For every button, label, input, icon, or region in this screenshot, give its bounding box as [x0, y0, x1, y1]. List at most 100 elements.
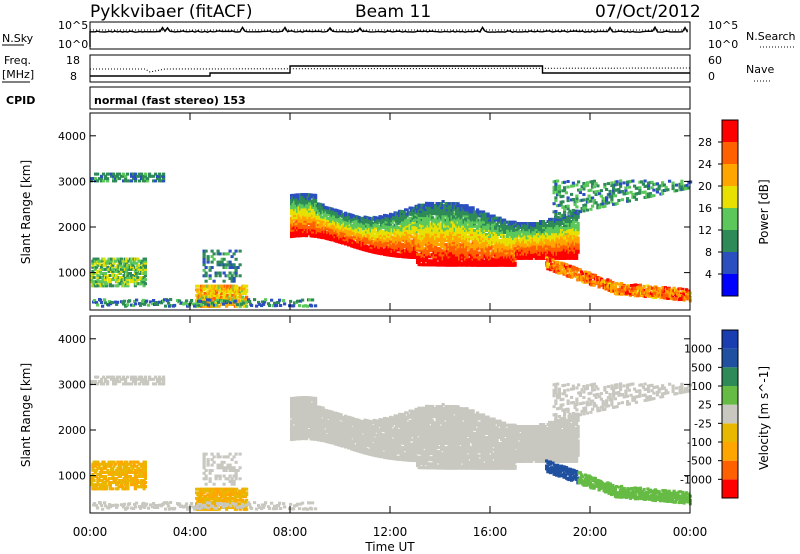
power-cell — [277, 301, 281, 304]
power-cell — [203, 292, 207, 295]
power-cell — [236, 295, 240, 299]
power-cell — [233, 293, 237, 297]
power-cell — [558, 254, 562, 258]
power-cell — [230, 263, 234, 267]
power-cell — [494, 218, 498, 222]
nave-line — [90, 67, 691, 73]
power-cell — [166, 299, 170, 303]
power-cell — [438, 222, 442, 226]
power-cell — [218, 260, 222, 264]
power-cell — [186, 304, 190, 308]
power-cell — [198, 286, 202, 290]
power-cell — [465, 255, 469, 259]
power-cell — [103, 274, 107, 277]
power-cell — [423, 212, 427, 215]
power-cell — [377, 231, 381, 235]
power-cell — [104, 177, 108, 181]
power-cell — [308, 203, 312, 207]
power-cell — [566, 269, 570, 273]
power-cell — [449, 218, 453, 222]
noise-panel: N.Sky 10^5 10^0 10^5 10^0 N.Search — [2, 19, 796, 51]
power-cell — [156, 174, 160, 178]
power-cell — [548, 257, 552, 261]
power-cell — [217, 286, 221, 290]
power-cell — [226, 252, 230, 256]
power-cell — [95, 265, 99, 269]
power-cell — [485, 247, 489, 251]
power-cell — [405, 241, 409, 245]
power-cell — [545, 232, 549, 236]
power-cell — [456, 202, 460, 206]
power-cell — [399, 230, 403, 234]
power-cell — [453, 249, 457, 253]
power-cell — [479, 210, 483, 214]
power-cell — [556, 262, 560, 266]
power-cell — [630, 284, 634, 287]
power-cell — [106, 261, 110, 265]
power-cell — [500, 241, 504, 245]
power-cell — [217, 300, 221, 304]
power-cell — [434, 245, 438, 249]
power-cell — [571, 269, 575, 273]
power-cell — [437, 210, 441, 214]
power-cell — [592, 283, 596, 287]
power-cell — [422, 246, 426, 250]
power-cell — [230, 266, 234, 269]
power-cell — [575, 217, 579, 221]
power-cell — [596, 278, 600, 282]
power-cell — [94, 177, 98, 181]
power-cell — [148, 172, 152, 176]
power-cell — [389, 212, 393, 216]
power-cell — [443, 239, 447, 242]
power-cell — [387, 241, 391, 245]
power-cell — [228, 263, 232, 267]
power-cell — [342, 215, 346, 219]
freq-label-1: Freq. — [4, 54, 31, 67]
power-cell — [232, 277, 236, 280]
power-cell — [443, 226, 447, 230]
power-cell — [126, 274, 130, 277]
power-cell — [494, 233, 498, 236]
power-cell — [489, 247, 493, 251]
power-cell — [224, 252, 228, 256]
power-cell — [638, 283, 642, 287]
power-cell — [372, 234, 376, 238]
power-cell — [365, 244, 369, 248]
power-cell — [158, 174, 162, 178]
power-cell — [633, 294, 637, 298]
power-cell — [576, 242, 580, 246]
power-cell — [366, 218, 370, 222]
power-cell — [570, 226, 574, 230]
power-cell — [395, 219, 399, 223]
power-cell — [294, 218, 298, 222]
power-cell — [232, 252, 236, 256]
power-cell — [390, 231, 394, 235]
power-cell — [96, 284, 100, 288]
power-cell — [144, 179, 148, 183]
power-cell — [428, 212, 432, 216]
power-cell — [450, 235, 454, 238]
power-data — [90, 172, 693, 308]
power-cell — [423, 203, 427, 207]
power-cell — [241, 297, 245, 301]
power-cell — [386, 226, 390, 230]
power-cell — [312, 220, 316, 224]
power-cell — [142, 177, 146, 181]
power-cell — [555, 228, 559, 232]
power-cell — [291, 232, 295, 236]
power-cell — [390, 221, 394, 225]
power-cell — [521, 256, 525, 260]
power-cell — [402, 224, 406, 228]
power-cell — [495, 216, 499, 220]
power-cell — [101, 276, 105, 280]
power-cell — [122, 302, 126, 306]
power-cell — [507, 247, 511, 251]
power-cell — [302, 197, 306, 201]
power-cell — [112, 172, 116, 176]
power-cell — [91, 274, 95, 277]
power-cell — [314, 226, 318, 230]
power-cell — [318, 231, 322, 235]
power-cell — [329, 231, 333, 235]
power-cell — [438, 257, 442, 261]
power-cell — [405, 222, 409, 226]
